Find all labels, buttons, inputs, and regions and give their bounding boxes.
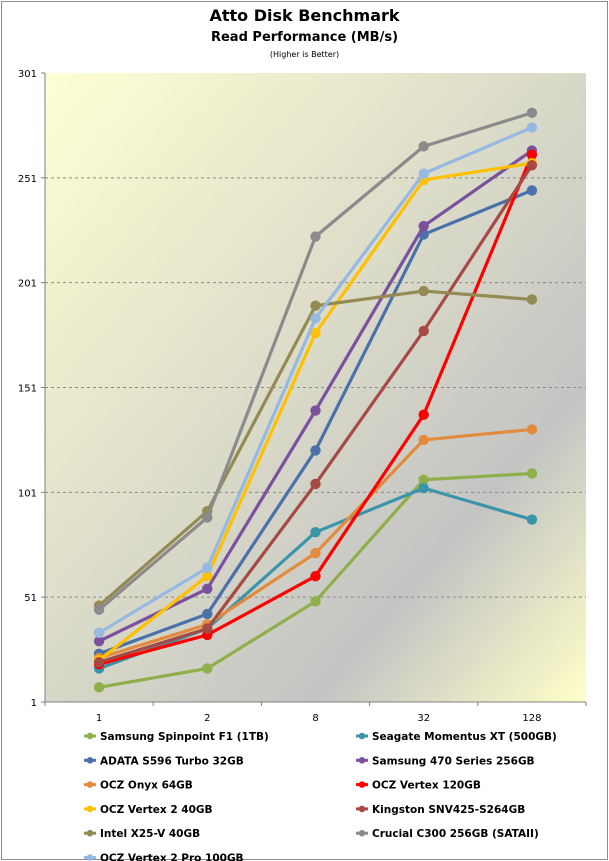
legend-swatch-marker [358,805,366,813]
legend-swatch-marker [358,781,366,788]
data-point [310,313,321,324]
data-point [93,682,105,693]
legend-item: Crucial C300 256GB (SATAII) [356,828,539,840]
data-point [202,583,213,594]
data-point [202,623,213,634]
legend-item: Kingston SNV425-S264GB [356,804,525,816]
data-point [202,663,213,674]
data-point [418,220,429,232]
y-tick-label: 101 [18,488,37,499]
data-point [418,168,429,179]
data-point [202,512,213,523]
data-point [526,122,538,133]
y-tick-label: 201 [18,279,37,290]
legend-swatch-marker [86,854,94,861]
legend-label: OCZ Onyx 64GB [100,780,193,792]
x-tick-label: 2 [204,713,210,724]
legend-item: OCZ Vertex 2 40GB [84,804,213,816]
y-tick-label: 1 [31,698,37,709]
data-point [418,474,429,485]
data-point [526,514,538,525]
legend-swatch-marker [86,829,94,837]
series-group [93,468,538,693]
data-point [202,571,213,582]
legend-swatch-marker [86,805,94,813]
data-point [93,627,105,639]
series-group [93,160,538,668]
legend-swatch-marker [86,757,94,764]
data-point [310,478,321,490]
data-point [526,424,538,435]
data-point [310,405,321,416]
legend-label: Crucial C300 256GB (SATAII) [372,828,539,840]
data-point [93,656,105,668]
legend-label: ADATA S596 Turbo 32GB [100,755,244,767]
data-point [526,185,538,196]
x-tick-label: 32 [417,713,430,724]
legend-label: OCZ Vertex 2 Pro 100GB [100,853,244,861]
x-tick-label: 128 [522,713,541,724]
data-point [202,608,213,620]
data-point [93,604,105,615]
legend-item: Samsung Spinpoint F1 (1TB) [84,731,269,743]
chart-subtitle: Read Performance (MB/s) [210,30,399,45]
legend-label: Samsung 470 Series 256GB [372,755,535,767]
legend-label: OCZ Vertex 120GB [372,780,481,792]
data-point [526,107,538,119]
data-point [310,596,321,607]
data-point [418,285,429,297]
legend-swatch-marker [86,732,94,740]
data-point [418,409,429,420]
data-point [526,149,538,160]
chart-note: (Higher is Better) [269,50,340,59]
data-point [202,562,213,574]
data-point [93,635,105,647]
y-tick-label: 51 [24,593,37,604]
legend-item: OCZ Vertex 120GB [356,780,481,792]
data-point [418,325,429,337]
legend-label: Seagate Momentus XT (500GB) [372,731,557,743]
legend-label: Samsung Spinpoint F1 (1TB) [100,731,269,743]
y-tick-label: 151 [18,384,37,395]
data-point [310,300,321,311]
legend-label: Intel X25-V 40GB [100,828,200,840]
data-point [526,294,538,305]
series-group [93,107,538,615]
legend-item: Samsung 470 Series 256GB [356,755,535,767]
y-tick-label: 301 [18,69,37,80]
legend-item: Seagate Momentus XT (500GB) [356,731,557,743]
data-point [526,468,538,479]
data-point [418,482,429,494]
legend-item: ADATA S596 Turbo 32GB [84,755,244,767]
x-tick-label: 8 [312,713,318,724]
data-point [310,526,321,538]
series-group [93,482,538,674]
y-tick-label: 251 [18,174,37,185]
legend-item: OCZ Vertex 2 Pro 100GB [84,853,244,861]
legend-label: Kingston SNV425-S264GB [372,804,525,816]
legend-swatch-marker [358,732,366,740]
legend-swatch-marker [358,829,366,837]
data-point [526,160,538,171]
legend-swatch-marker [358,757,366,764]
legend-swatch-marker [86,781,94,788]
chart-title: Atto Disk Benchmark [209,6,400,25]
data-point [310,327,321,339]
data-point [310,547,321,559]
data-point [418,141,429,152]
data-point [310,445,321,456]
data-point [418,434,429,446]
data-point [310,571,321,582]
legend-item: OCZ Onyx 64GB [84,780,193,792]
legend-label: OCZ Vertex 2 40GB [100,804,213,816]
data-point [310,231,321,242]
series-group [93,122,538,639]
x-tick-label: 1 [96,713,102,724]
legend-item: Intel X25-V 40GB [84,828,200,840]
